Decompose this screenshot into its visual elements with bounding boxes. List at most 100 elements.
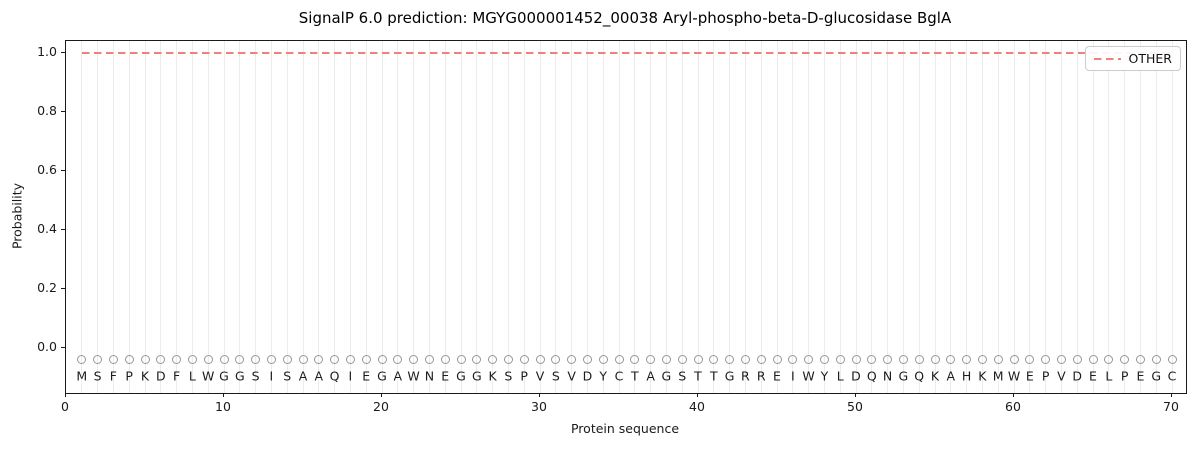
residue-marker-icon [156, 355, 166, 365]
sequence-letter: D [851, 368, 861, 384]
residue-marker-icon [1041, 355, 1051, 365]
residue-gridline [523, 41, 525, 393]
sequence-letter: W [1007, 368, 1021, 384]
residue-marker-icon [93, 355, 103, 365]
y-tick-label: 0.4 [37, 221, 57, 236]
sequence-letter: Y [820, 368, 829, 384]
sequence-letter: R [756, 368, 766, 384]
other-probability-line [81, 52, 1172, 54]
residue-gridline [349, 41, 351, 393]
legend-label-other: OTHER [1128, 51, 1172, 66]
residue-marker-icon [740, 355, 750, 365]
x-tick-mark [380, 393, 382, 397]
residue-gridline [950, 41, 952, 393]
sequence-letter: Q [866, 368, 877, 384]
residue-gridline [1045, 41, 1047, 393]
residue-marker-icon [330, 355, 340, 365]
residue-gridline [1060, 41, 1062, 393]
residue-marker-icon [187, 355, 197, 365]
legend: OTHER [1084, 46, 1181, 71]
sequence-letter: S [551, 368, 560, 384]
y-tick-label: 0.6 [37, 162, 57, 177]
sequence-letter: E [362, 368, 371, 384]
residue-gridline [871, 41, 873, 393]
residue-marker-icon [756, 355, 766, 365]
residue-gridline [1076, 41, 1078, 393]
sequence-letter: E [1025, 368, 1034, 384]
x-tick-mark [1012, 393, 1014, 397]
x-tick-label: 60 [1005, 399, 1021, 414]
sequence-letter: W [407, 368, 420, 384]
residue-marker-icon [1120, 355, 1130, 365]
residue-marker-icon [1056, 355, 1066, 365]
residue-marker-icon [1167, 355, 1177, 365]
x-tick-mark [538, 393, 540, 397]
residue-gridline [413, 41, 415, 393]
sequence-letter: K [930, 368, 940, 384]
residue-gridline [902, 41, 904, 393]
sequence-letter: L [1105, 368, 1113, 384]
sequence-letter: T [694, 368, 702, 384]
residue-gridline [650, 41, 652, 393]
residue-marker-icon [567, 355, 577, 365]
residue-gridline [112, 41, 114, 393]
x-tick-mark [64, 393, 66, 397]
sequence-letter: K [488, 368, 497, 384]
residue-marker-icon [993, 355, 1003, 365]
residue-marker-icon [298, 355, 308, 365]
sequence-letter: A [314, 368, 324, 384]
residue-gridline [997, 41, 999, 393]
residue-marker-icon [630, 355, 640, 365]
sequence-letter: M [76, 368, 88, 384]
residue-marker-icon [266, 355, 276, 365]
sequence-letter: S [283, 368, 292, 384]
residue-marker-icon [393, 355, 403, 365]
residue-marker-icon [219, 355, 229, 365]
sequence-letter: W [202, 368, 215, 384]
x-tick-mark [1170, 393, 1172, 397]
residue-marker-icon [108, 355, 118, 365]
residue-gridline [602, 41, 604, 393]
residue-gridline [365, 41, 367, 393]
sequence-letter: Q [914, 368, 925, 384]
residue-marker-icon [1072, 355, 1082, 365]
x-tick-mark [854, 393, 856, 397]
residue-gridline [476, 41, 478, 393]
residue-gridline [934, 41, 936, 393]
residue-marker-icon [440, 355, 450, 365]
residue-gridline [634, 41, 636, 393]
y-tick-label: 0.0 [37, 339, 57, 354]
sequence-letter: G [377, 368, 387, 384]
residue-marker-icon [977, 355, 987, 365]
sequence-letter: I [790, 368, 795, 384]
residue-gridline [239, 41, 241, 393]
x-tick-mark [696, 393, 698, 397]
residue-marker-icon [551, 355, 561, 365]
residue-marker-icon [1009, 355, 1019, 365]
sequence-letter: S [251, 368, 260, 384]
residue-gridline [555, 41, 557, 393]
residue-marker-icon [251, 355, 261, 365]
sequence-letter: D [155, 368, 166, 384]
sequence-letter: G [471, 368, 482, 384]
sequence-letter: T [709, 368, 718, 384]
sequence-letter: P [520, 368, 528, 384]
sequence-letter: V [1057, 368, 1066, 384]
sequence-letter: N [424, 368, 435, 384]
residue-gridline [665, 41, 667, 393]
sequence-letter: D [582, 368, 593, 384]
residue-gridline [128, 41, 130, 393]
residue-marker-icon [282, 355, 292, 365]
residue-marker-icon [646, 355, 656, 365]
sequence-letter: K [140, 368, 150, 384]
residue-marker-icon [582, 355, 592, 365]
sequence-letter: P [125, 368, 133, 384]
residue-gridline [1013, 41, 1015, 393]
x-tick-label: 0 [61, 399, 69, 414]
sequence-letter: A [298, 368, 308, 384]
residue-gridline [792, 41, 794, 393]
sequence-letter: M [992, 368, 1004, 384]
residue-gridline [744, 41, 746, 393]
